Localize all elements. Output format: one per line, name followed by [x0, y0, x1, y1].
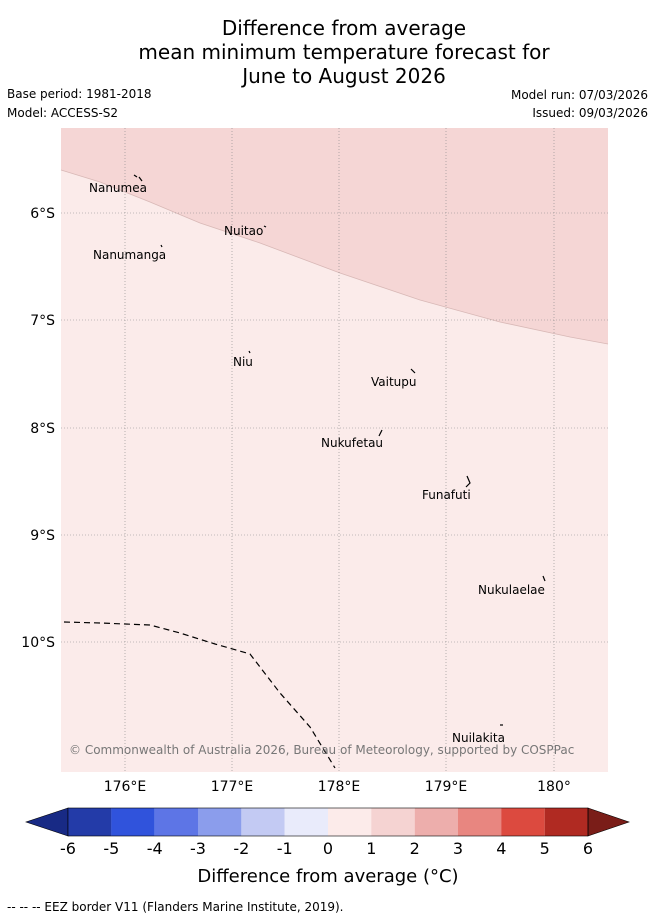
colorbar-tick-2: 2 [410, 839, 420, 858]
colorbar-high-extend [587, 807, 630, 837]
colorbar-tick-4: 4 [496, 839, 506, 858]
colorbar-tick-neg6: -6 [60, 839, 76, 858]
colorbar-tick-neg2: -2 [233, 839, 249, 858]
place-label-nukufetau: Nukufetau [321, 436, 383, 450]
lat-tick-7s: 7°S [30, 313, 55, 329]
colorbar-bin-1 [68, 808, 112, 836]
colorbar-bin-12 [544, 808, 588, 836]
colorbar-tick-neg3: -3 [190, 839, 206, 858]
lat-tick-6s: 6°S [30, 206, 55, 222]
lat-tick-9s: 9°S [30, 528, 55, 544]
colorbar-bin-8 [371, 808, 415, 836]
lat-tick-10s: 10°S [21, 635, 55, 651]
lon-tick-180: 180° [537, 779, 571, 795]
copyright-notice: © Commonwealth of Australia 2026, Bureau… [69, 743, 574, 757]
island-shapes [133, 174, 546, 726]
model-run-label: Model run: 07/03/2026 [510, 88, 648, 102]
place-label-niu: Niu [233, 355, 253, 369]
colorbar-tick-1: 1 [366, 839, 376, 858]
eez-footnote: -- -- -- EEZ border V11 (Flanders Marine… [7, 900, 344, 914]
colorbar-bin-7 [328, 808, 372, 836]
colorbar-bin-11 [501, 808, 545, 836]
place-label-funafuti: Funafuti [422, 488, 471, 502]
eez-border [63, 621, 336, 769]
colorbar-low-extend [25, 807, 69, 837]
colorbar-bin-5 [241, 808, 285, 836]
colorbar-tick-0: 0 [323, 839, 333, 858]
colorbar-bin-2 [111, 808, 155, 836]
colorbar-bin-3 [154, 808, 199, 836]
map-title: Difference from average mean minimum tem… [0, 16, 655, 88]
colorbar-frame [67, 807, 589, 837]
place-label-nanumea: Nanumea [89, 181, 147, 195]
colorbar-bin-10 [458, 808, 502, 836]
colorbar-tick-neg1: -1 [277, 839, 293, 858]
lon-tick-179e: 179°E [425, 779, 468, 795]
place-label-nanumanga: Nanumanga [93, 248, 166, 262]
base-period-label: Base period: 1981-2018 [7, 87, 152, 101]
island-nanumea [133, 174, 143, 182]
lon-tick-178e: 178°E [318, 779, 361, 795]
issued-label: Issued: 09/03/2026 [532, 106, 648, 120]
island-nuitao [263, 225, 267, 228]
zone-upper-fill [61, 128, 608, 344]
place-label-nukulaelae: Nukulaelae [478, 583, 545, 597]
lat-tick-8s: 8°S [30, 421, 55, 437]
colorbar-tick-neg5: -5 [103, 839, 119, 858]
colorbar-bin-6 [284, 808, 329, 836]
colorbar-bin-4 [198, 808, 242, 836]
island-niu [248, 350, 251, 354]
colorbar-tick-6: 6 [583, 839, 593, 858]
title-line-2: mean minimum temperature forecast for [138, 40, 550, 64]
colorbar-tick-neg4: -4 [147, 839, 163, 858]
island-funafuti [465, 475, 471, 488]
title-line-1: Difference from average [221, 16, 467, 40]
colorbar-tick-5: 5 [540, 839, 550, 858]
colorbar-tick-3: 3 [453, 839, 463, 858]
lon-tick-177e: 177°E [211, 779, 254, 795]
island-nukufetau [378, 429, 383, 437]
place-label-nuilakita: Nuilakita [452, 731, 505, 745]
colorbar: -6 -5 -4 -3 -2 -1 0 1 2 3 4 5 6 Differen… [25, 807, 630, 887]
colorbar-bin-9 [414, 808, 459, 836]
place-label-nuitao: Nuitao [224, 224, 263, 238]
island-nanumanga [160, 244, 163, 248]
island-vaitupu [410, 368, 416, 374]
lon-tick-176e: 176°E [104, 779, 147, 795]
colorbar-label: Difference from average (°C) [197, 866, 458, 887]
graticule [61, 128, 608, 772]
island-nukulaelae [542, 575, 546, 582]
model-label: Model: ACCESS-S2 [7, 106, 119, 120]
place-label-vaitupu: Vaitupu [371, 375, 417, 389]
title-line-3: June to August 2026 [242, 64, 446, 88]
